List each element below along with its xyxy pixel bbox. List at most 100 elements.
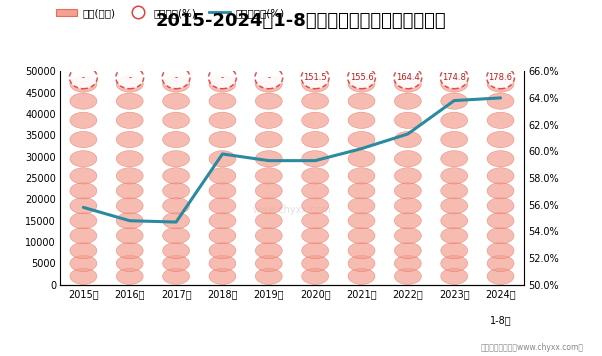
Ellipse shape (441, 168, 468, 184)
Ellipse shape (255, 198, 282, 214)
Ellipse shape (255, 255, 282, 272)
Ellipse shape (209, 183, 236, 199)
Ellipse shape (441, 93, 468, 109)
Ellipse shape (441, 268, 468, 284)
Ellipse shape (209, 198, 236, 214)
Ellipse shape (255, 112, 282, 129)
Ellipse shape (116, 168, 143, 184)
Ellipse shape (162, 67, 190, 89)
Ellipse shape (394, 112, 421, 129)
Ellipse shape (69, 67, 98, 89)
Ellipse shape (487, 168, 514, 184)
Ellipse shape (116, 255, 143, 272)
Ellipse shape (348, 227, 375, 244)
Ellipse shape (441, 227, 468, 244)
Ellipse shape (302, 76, 329, 92)
Ellipse shape (394, 227, 421, 244)
Text: 164.4: 164.4 (396, 73, 420, 82)
Ellipse shape (302, 93, 329, 109)
Ellipse shape (394, 242, 421, 259)
Ellipse shape (116, 93, 143, 109)
Ellipse shape (487, 131, 514, 148)
Ellipse shape (487, 151, 514, 167)
Ellipse shape (441, 151, 468, 167)
Ellipse shape (302, 183, 329, 199)
Text: www.chyxx.com: www.chyxx.com (253, 205, 331, 215)
Ellipse shape (348, 213, 375, 229)
Ellipse shape (116, 112, 143, 129)
Ellipse shape (70, 131, 97, 148)
Ellipse shape (255, 93, 282, 109)
Text: -: - (175, 73, 178, 82)
Ellipse shape (209, 268, 236, 284)
Ellipse shape (209, 255, 236, 272)
Ellipse shape (348, 183, 375, 199)
Ellipse shape (116, 198, 143, 214)
Ellipse shape (441, 112, 468, 129)
Ellipse shape (163, 255, 190, 272)
Ellipse shape (255, 227, 282, 244)
Ellipse shape (163, 183, 190, 199)
Text: 151.5: 151.5 (303, 73, 327, 82)
Ellipse shape (70, 227, 97, 244)
Ellipse shape (302, 255, 329, 272)
Ellipse shape (394, 213, 421, 229)
Ellipse shape (116, 242, 143, 259)
Text: 174.8: 174.8 (442, 73, 466, 82)
Ellipse shape (116, 76, 143, 92)
Ellipse shape (348, 168, 375, 184)
Ellipse shape (302, 112, 329, 129)
Ellipse shape (70, 255, 97, 272)
Ellipse shape (487, 198, 514, 214)
Ellipse shape (348, 255, 375, 272)
Ellipse shape (70, 242, 97, 259)
Text: 制图：智研咨询（www.chyxx.com）: 制图：智研咨询（www.chyxx.com） (481, 344, 584, 352)
Ellipse shape (348, 76, 375, 92)
Ellipse shape (487, 213, 514, 229)
Ellipse shape (70, 183, 97, 199)
Ellipse shape (116, 131, 143, 148)
Text: 2015-2024年1-8月河北省工业企业负债统计图: 2015-2024年1-8月河北省工业企业负债统计图 (156, 12, 446, 31)
Ellipse shape (487, 112, 514, 129)
Ellipse shape (255, 76, 282, 92)
Ellipse shape (302, 168, 329, 184)
Ellipse shape (209, 112, 236, 129)
Ellipse shape (441, 255, 468, 272)
Ellipse shape (348, 268, 375, 284)
Ellipse shape (163, 268, 190, 284)
Ellipse shape (487, 255, 514, 272)
Ellipse shape (209, 76, 236, 92)
Ellipse shape (394, 198, 421, 214)
Ellipse shape (302, 242, 329, 259)
Ellipse shape (348, 242, 375, 259)
Ellipse shape (302, 198, 329, 214)
Ellipse shape (163, 112, 190, 129)
Ellipse shape (394, 168, 421, 184)
Ellipse shape (441, 242, 468, 259)
Ellipse shape (70, 112, 97, 129)
Ellipse shape (70, 76, 97, 92)
Ellipse shape (394, 67, 422, 89)
Ellipse shape (394, 76, 421, 92)
Ellipse shape (441, 183, 468, 199)
Ellipse shape (394, 255, 421, 272)
Ellipse shape (394, 268, 421, 284)
Ellipse shape (255, 168, 282, 184)
Ellipse shape (209, 93, 236, 109)
Ellipse shape (209, 213, 236, 229)
Ellipse shape (348, 112, 375, 129)
Ellipse shape (487, 93, 514, 109)
Ellipse shape (487, 183, 514, 199)
Ellipse shape (209, 227, 236, 244)
Ellipse shape (487, 242, 514, 259)
Ellipse shape (255, 242, 282, 259)
Text: -: - (128, 73, 131, 82)
Ellipse shape (209, 151, 236, 167)
Ellipse shape (302, 268, 329, 284)
Ellipse shape (209, 131, 236, 148)
Ellipse shape (163, 242, 190, 259)
Ellipse shape (163, 131, 190, 148)
Ellipse shape (255, 151, 282, 167)
Ellipse shape (70, 198, 97, 214)
Ellipse shape (441, 131, 468, 148)
